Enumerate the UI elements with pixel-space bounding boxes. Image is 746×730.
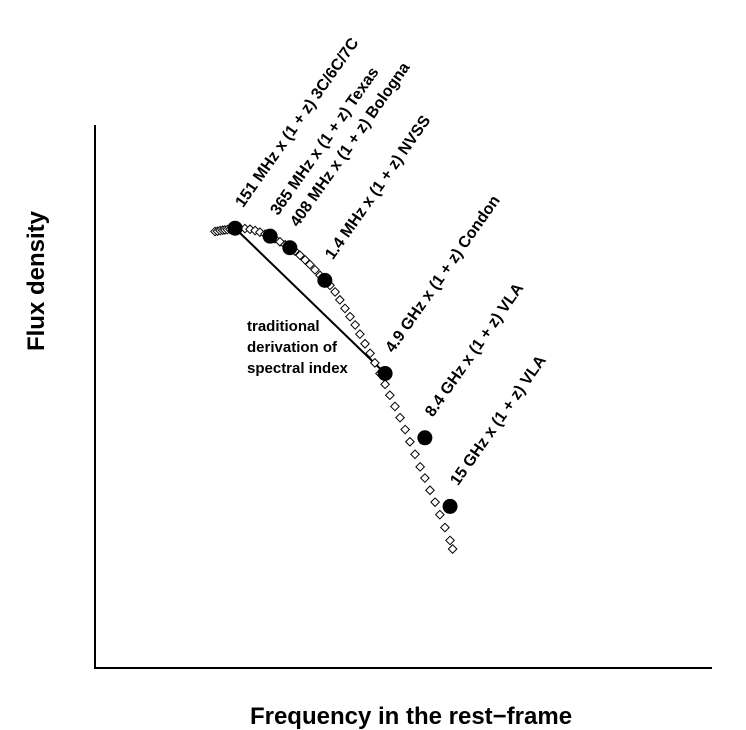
model-point [345, 311, 355, 322]
model-point [350, 319, 361, 330]
observation-point [262, 228, 278, 244]
model-point [369, 357, 380, 368]
model-point [440, 522, 450, 533]
model-point [365, 348, 376, 359]
model-point [360, 338, 370, 349]
model-point [445, 535, 456, 546]
annotation-line-1: traditional [247, 318, 320, 335]
model-point [389, 401, 400, 412]
survey-label: 408 MHz x (1 + z) Bologna [287, 60, 413, 230]
model-point [334, 294, 345, 305]
observation-point [227, 220, 243, 236]
model-point [419, 473, 430, 483]
model-point [434, 509, 445, 520]
model-point [354, 329, 365, 340]
model-point [339, 303, 350, 314]
y-axis-title: Flux density [23, 210, 50, 351]
observation-series [227, 220, 458, 514]
model-point [404, 436, 415, 447]
observation-point [317, 272, 333, 288]
model-point [330, 286, 341, 297]
model-point [300, 254, 311, 265]
model-point [400, 424, 411, 435]
annotation-line-2: derivation of [247, 339, 338, 356]
traditional-spectral-index-line [234, 227, 386, 375]
model-point [410, 449, 420, 460]
observation-point [442, 498, 458, 514]
x-axis-title: Frequency in the rest−frame [250, 703, 572, 730]
model-point [430, 497, 441, 508]
model-point [395, 412, 406, 423]
model-point [447, 544, 458, 554]
model-point [380, 379, 391, 390]
observation-point [282, 240, 298, 256]
model-point [384, 390, 395, 401]
observation-point [417, 430, 433, 446]
model-point [304, 259, 315, 270]
model-curve-series [210, 223, 458, 554]
model-point [415, 461, 426, 472]
annotation-line-3: spectral index [247, 360, 349, 377]
model-point [425, 485, 435, 496]
observation-point [377, 365, 393, 381]
model-point [310, 264, 320, 275]
model-point [295, 250, 305, 261]
